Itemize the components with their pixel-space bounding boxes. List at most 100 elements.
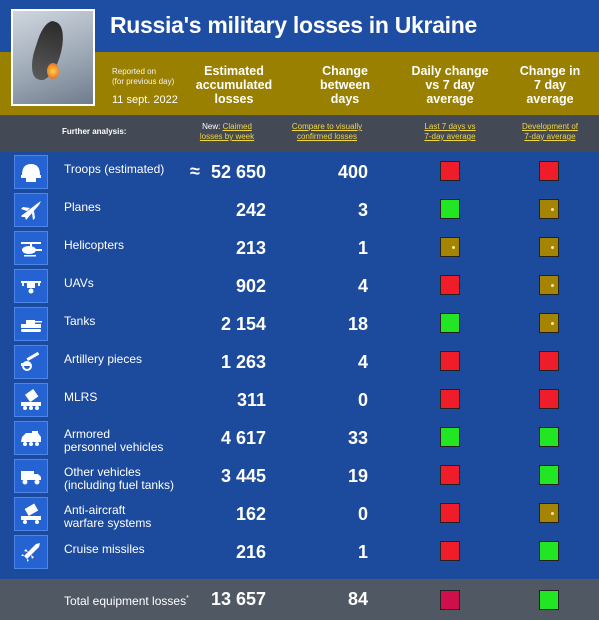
row-change: 0 xyxy=(357,504,368,524)
change7-indicator xyxy=(539,351,559,371)
daily-indicator xyxy=(440,313,460,333)
table-row: Armored personnel vehicles 4 617 33 xyxy=(0,419,599,457)
row-change: 400 xyxy=(337,162,368,182)
daily-indicator xyxy=(440,465,460,485)
further-analysis-band xyxy=(0,115,599,152)
row-value: 1 263 xyxy=(220,352,266,372)
row-change: 19 xyxy=(347,466,368,486)
helicopter-icon xyxy=(14,231,48,265)
row-value: 3 445 xyxy=(220,466,266,486)
development-7-day-link[interactable]: Development of 7-day average xyxy=(521,122,579,141)
column-header-band xyxy=(0,52,599,115)
daily-indicator xyxy=(440,351,460,371)
helmet-icon xyxy=(14,155,48,189)
mlrs-icon xyxy=(14,383,48,417)
row-change: 4 xyxy=(357,352,368,372)
row-value: 162 xyxy=(235,504,266,524)
report-date: 11 sept. 2022 xyxy=(112,94,178,106)
change7-indicator xyxy=(539,427,559,447)
daily-indicator xyxy=(440,503,460,523)
column-header-change: Change between days xyxy=(319,64,370,106)
change7-indicator xyxy=(539,541,559,561)
table-row: Cruise missiles 216 1 xyxy=(0,533,599,571)
row-change: 4 xyxy=(357,276,368,296)
header-photo xyxy=(11,9,95,106)
row-value: 242 xyxy=(235,200,266,220)
change7-indicator xyxy=(539,465,559,485)
claimed-losses-link[interactable]: New: Claimed losses by week xyxy=(199,122,255,141)
daily-indicator xyxy=(440,237,460,257)
row-value: 902 xyxy=(235,276,266,296)
total-label: Total equipment losses* xyxy=(64,594,189,608)
change7-indicator xyxy=(539,389,559,409)
change7-indicator xyxy=(539,161,559,181)
change7-indicator xyxy=(539,313,559,333)
row-change: 1 xyxy=(357,542,368,562)
column-header-daily: Daily change vs 7 day average xyxy=(411,64,489,106)
row-value: 4 617 xyxy=(220,428,266,448)
total-value: 13 657 xyxy=(210,589,266,609)
change7-indicator xyxy=(539,199,559,219)
table-row: Other vehicles (including fuel tanks) 3 44… xyxy=(0,457,599,495)
further-analysis-label: Further analysis: xyxy=(62,127,127,136)
anti-aircraft-icon xyxy=(14,497,48,531)
column-header-estimated: Estimated accumulated losses xyxy=(195,64,273,106)
daily-indicator xyxy=(440,275,460,295)
change7-indicator xyxy=(539,275,559,295)
drone-icon xyxy=(14,269,48,303)
row-label: Armored personnel vehicles xyxy=(64,427,164,454)
row-value: 2 154 xyxy=(220,314,266,334)
apc-icon xyxy=(14,421,48,455)
daily-indicator xyxy=(440,541,460,561)
missile-icon xyxy=(14,535,48,569)
table-row: Artillery pieces 1 263 4 xyxy=(0,343,599,381)
daily-indicator xyxy=(440,389,460,409)
row-change: 1 xyxy=(357,238,368,258)
total-change: 84 xyxy=(347,589,368,609)
row-change: 18 xyxy=(347,314,368,334)
row-label: Other vehicles (including fuel tanks) xyxy=(64,465,175,492)
row-label: Cruise missiles xyxy=(64,542,145,556)
row-label: Anti-aircraft warfare systems xyxy=(64,503,152,530)
table-row: Planes 242 3 xyxy=(0,191,599,229)
artillery-icon xyxy=(14,345,48,379)
plane-icon xyxy=(14,193,48,227)
row-label: Artillery pieces xyxy=(64,352,143,366)
row-label: Planes xyxy=(64,200,101,214)
row-label: Helicopters xyxy=(64,238,125,252)
row-label: Tanks xyxy=(64,314,96,328)
total-daily-indicator xyxy=(440,590,460,610)
header-bar xyxy=(0,0,599,52)
daily-indicator xyxy=(440,161,460,181)
row-change: 0 xyxy=(357,390,368,410)
table-row: Helicopters 213 1 xyxy=(0,229,599,267)
row-label: MLRS xyxy=(64,390,98,404)
reported-on-label: Reported on (for previous day) xyxy=(112,67,175,86)
column-header-change7: Change in 7 day average xyxy=(519,64,581,106)
tank-icon xyxy=(14,307,48,341)
change7-indicator xyxy=(539,237,559,257)
truck-icon xyxy=(14,459,48,493)
last-7-days-link[interactable]: Last 7 days vs 7-day average xyxy=(424,122,476,141)
total-change7-indicator xyxy=(539,590,559,610)
table-row: UAVs 902 4 xyxy=(0,267,599,305)
row-value: 52 650 xyxy=(210,162,266,182)
approx-sign: ≈ xyxy=(190,161,200,181)
row-change: 3 xyxy=(357,200,368,220)
table-row: Tanks 2 154 18 xyxy=(0,305,599,343)
table-row: Troops (estimated) ≈52 650 400 xyxy=(0,153,599,191)
row-value: 311 xyxy=(236,390,266,410)
compare-confirmed-link[interactable]: Compare to visually confirmed losses xyxy=(291,122,363,141)
daily-indicator xyxy=(440,199,460,219)
total-row: Total equipment losses* 13 657 84 xyxy=(0,579,599,620)
daily-indicator xyxy=(440,427,460,447)
row-value: 213 xyxy=(235,238,266,258)
row-value: 216 xyxy=(235,542,266,562)
row-label: Troops (estimated) xyxy=(64,162,165,176)
table-row: MLRS 311 0 xyxy=(0,381,599,419)
change7-indicator xyxy=(539,503,559,523)
row-label: UAVs xyxy=(64,276,94,290)
table-row: Anti-aircraft warfare systems 162 0 xyxy=(0,495,599,533)
row-change: 33 xyxy=(347,428,368,448)
page-title: Russia's military losses in Ukraine xyxy=(110,12,477,38)
